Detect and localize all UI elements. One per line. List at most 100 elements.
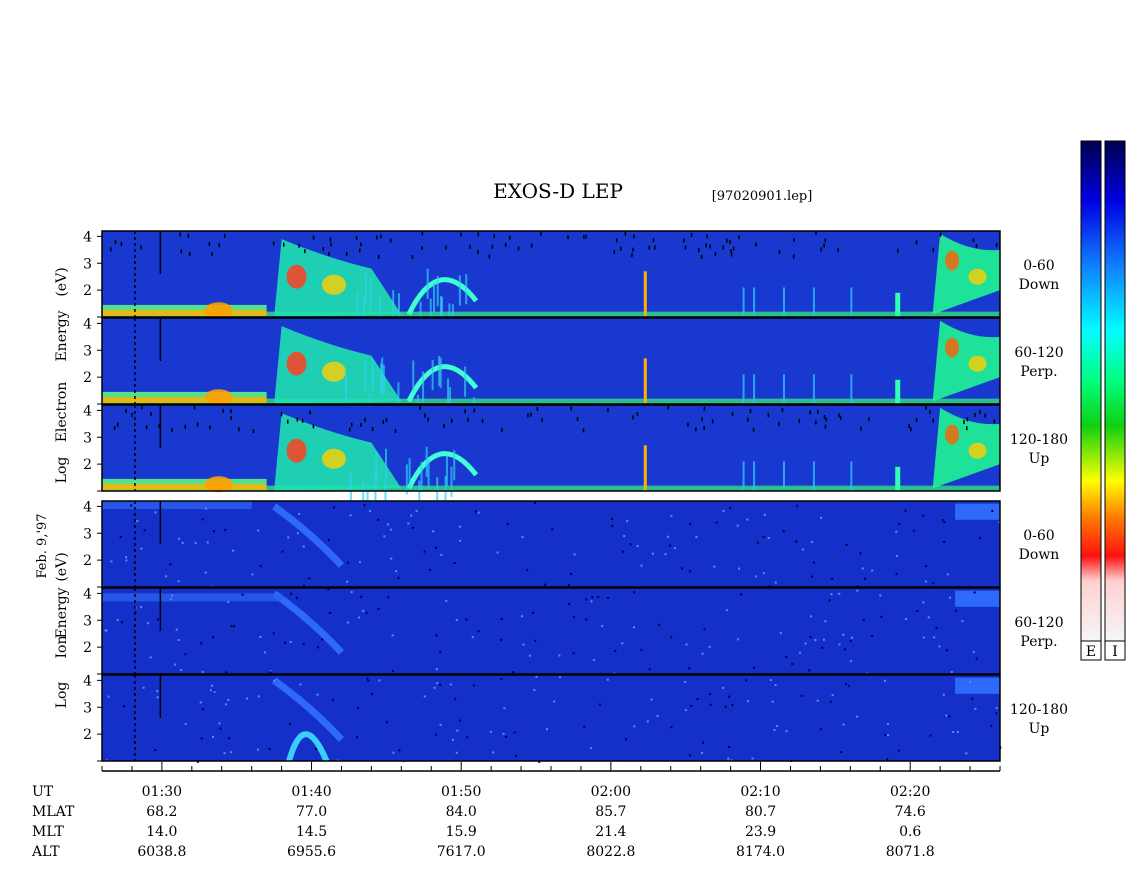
noise-pixel xyxy=(517,246,520,251)
noise-pixel xyxy=(263,651,266,654)
noise-pixel xyxy=(527,413,529,418)
spectrum-streak xyxy=(371,359,374,390)
noise-pixel xyxy=(269,671,272,674)
noise-pixel xyxy=(375,235,378,240)
noise-pixel xyxy=(212,735,215,738)
noise-pixel xyxy=(146,622,149,625)
noise-pixel xyxy=(142,686,145,689)
noise-pixel xyxy=(774,581,777,584)
noise-pixel xyxy=(845,544,848,547)
noise-pixel xyxy=(572,616,575,619)
noise-pixel xyxy=(908,424,910,429)
noise-pixel xyxy=(809,636,812,639)
noise-pixel xyxy=(184,424,187,429)
noise-pixel xyxy=(606,678,609,681)
noise-pixel xyxy=(879,594,882,597)
panel-electron-perp: 2 3 4 60-120 Perp. xyxy=(83,316,1064,428)
noise-pixel xyxy=(184,722,187,725)
noise-pixel xyxy=(211,252,213,257)
noise-pixel xyxy=(257,695,260,698)
noise-pixel xyxy=(140,606,143,609)
noise-pixel xyxy=(966,417,969,422)
noise-pixel xyxy=(842,633,845,636)
noise-pixel xyxy=(200,737,203,740)
noise-pixel xyxy=(208,242,211,247)
noise-pixel xyxy=(466,736,469,739)
noise-pixel xyxy=(202,708,205,711)
noise-pixel xyxy=(768,585,771,588)
noise-pixel xyxy=(268,747,271,750)
noise-pixel xyxy=(175,628,178,631)
noise-pixel xyxy=(929,410,931,415)
spectrum-feature xyxy=(102,501,252,510)
noise-pixel xyxy=(346,621,349,624)
noise-pixel xyxy=(521,536,524,539)
noise-pixel xyxy=(493,234,496,239)
noise-pixel xyxy=(582,428,585,433)
noise-pixel xyxy=(804,642,807,645)
noise-pixel xyxy=(257,529,260,532)
noise-pixel xyxy=(856,589,859,592)
noise-pixel xyxy=(156,690,159,693)
spectrum-streak xyxy=(397,382,400,413)
noise-pixel xyxy=(329,237,332,242)
noise-pixel xyxy=(385,721,388,724)
noise-pixel xyxy=(583,234,585,239)
noise-pixel xyxy=(910,427,912,432)
colorbar-label-e: E xyxy=(1086,644,1096,660)
spectrum-streak xyxy=(782,374,785,404)
spectrum-streak xyxy=(425,446,428,477)
noise-pixel xyxy=(567,584,570,587)
spectrum-feature xyxy=(102,593,282,602)
noise-pixel xyxy=(769,679,772,682)
noise-pixel xyxy=(469,244,471,249)
spectrum-streak xyxy=(366,483,369,514)
noise-pixel xyxy=(125,556,128,559)
noise-pixel xyxy=(107,695,110,698)
noise-pixel xyxy=(824,238,827,243)
noise-pixel xyxy=(180,249,183,254)
noise-pixel xyxy=(424,413,426,418)
noise-pixel xyxy=(501,427,503,432)
noise-pixel xyxy=(730,249,732,254)
noise-pixel xyxy=(456,729,459,732)
noise-pixel xyxy=(812,561,815,564)
noise-pixel xyxy=(810,541,813,544)
noise-pixel xyxy=(991,509,994,512)
noise-pixel xyxy=(423,695,426,698)
noise-pixel xyxy=(522,643,525,646)
noise-pixel xyxy=(708,645,711,648)
noise-pixel xyxy=(810,615,813,618)
noise-pixel xyxy=(633,234,635,239)
noise-pixel xyxy=(974,412,976,417)
noise-pixel xyxy=(585,598,588,601)
y-axis-label-word: (eV) xyxy=(54,267,70,296)
spectrum-streak xyxy=(432,282,435,313)
noise-pixel xyxy=(828,599,831,602)
noise-pixel xyxy=(222,408,224,413)
ut-axis xyxy=(101,762,1001,772)
y-tick-label: 3 xyxy=(83,613,92,629)
noise-pixel xyxy=(631,252,633,257)
noise-pixel xyxy=(607,596,610,599)
noise-pixel xyxy=(782,530,785,533)
noise-pixel xyxy=(715,521,718,524)
noise-pixel xyxy=(972,238,975,243)
noise-pixel xyxy=(684,245,687,250)
noise-pixel xyxy=(110,560,113,563)
spectrum-streak xyxy=(753,374,756,404)
spectrum-streak xyxy=(426,268,429,299)
noise-pixel xyxy=(624,231,627,236)
spectrum-streak xyxy=(447,378,450,409)
noise-pixel xyxy=(504,735,507,738)
noise-pixel xyxy=(652,238,655,243)
spectrum-streak xyxy=(453,450,456,481)
y-tick-label: 2 xyxy=(83,553,92,569)
noise-pixel xyxy=(345,251,348,256)
noise-pixel xyxy=(436,682,439,685)
noise-pixel xyxy=(956,730,959,733)
noise-pixel xyxy=(188,252,191,257)
noise-pixel xyxy=(657,623,660,626)
noise-pixel xyxy=(317,646,320,649)
noise-pixel xyxy=(230,416,232,421)
